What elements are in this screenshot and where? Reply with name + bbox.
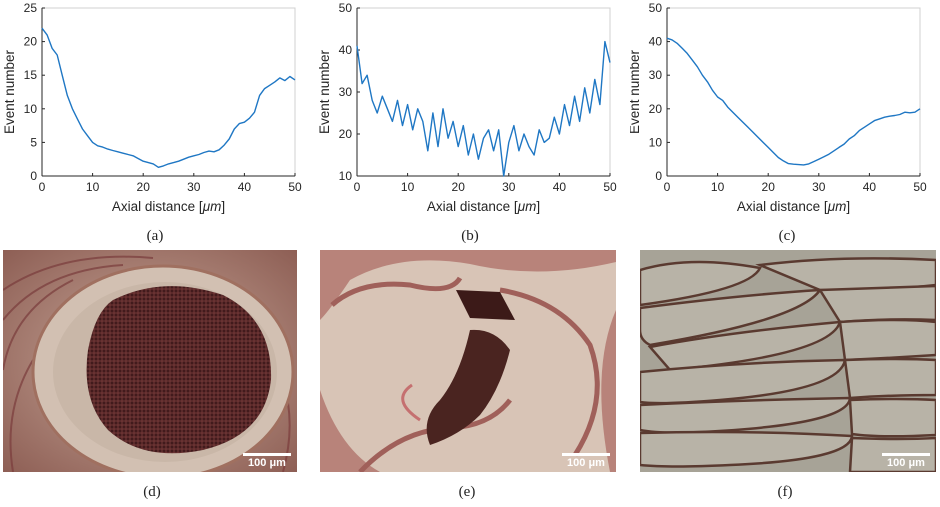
series-line-a <box>41 27 296 169</box>
x-tick-label-a-4: 40 <box>238 180 252 194</box>
y-tick-label-b-3: 40 <box>339 43 353 57</box>
y-tick-label-c-2: 20 <box>649 102 663 116</box>
x-tick-label-c-2: 20 <box>762 180 776 194</box>
x-tick-label-c-4: 40 <box>863 180 877 194</box>
y-tick-label-b-1: 20 <box>339 127 353 141</box>
x-tick-label-a-0: 0 <box>39 180 46 194</box>
y-tick-label-b-2: 30 <box>339 85 353 99</box>
x-tick-label-b-2: 20 <box>452 180 466 194</box>
y-tick-label-c-1: 10 <box>649 135 663 149</box>
caption-c: (c) <box>778 228 796 244</box>
plot-a: 0 10 20 30 40 50 0 5 10 15 20 25 Axial distance [μm]… <box>2 1 302 214</box>
x-tick-label-c-0: 0 <box>664 180 671 194</box>
y-tick-label-b-0: 10 <box>339 169 353 183</box>
x-tick-label-b-5: 50 <box>603 180 617 194</box>
y-tick-label-a-5: 25 <box>24 1 38 15</box>
x-tick-label-b-1: 10 <box>401 180 415 194</box>
y-axis-label-b: Event number <box>317 49 332 134</box>
y-tick-label-a-1: 5 <box>30 135 37 149</box>
series-line-c <box>666 37 921 166</box>
x-tick-label-a-1: 10 <box>86 180 100 194</box>
y-tick-label-c-4: 40 <box>649 35 663 49</box>
scalebar-label-d: 100 μm <box>248 457 286 469</box>
x-axis-label-b: Axial distance [μm] <box>427 199 540 214</box>
y-tick-label-a-2: 10 <box>24 102 38 116</box>
y-tick-label-c-0: 0 <box>655 169 662 183</box>
x-tick-label-b-3: 30 <box>502 180 516 194</box>
micrograph-d: 100 μm <box>3 250 297 472</box>
x-tick-label-c-5: 50 <box>913 180 927 194</box>
series-line-b <box>356 40 611 177</box>
y-tick-label-c-3: 30 <box>649 68 663 82</box>
y-tick-label-a-4: 20 <box>24 35 38 49</box>
plot-area-b <box>356 7 611 177</box>
x-tick-label-b-0: 0 <box>354 180 361 194</box>
plot-c: 0 10 20 30 40 50 0 10 20 30 40 50 Axial distance [μm… <box>630 1 927 214</box>
scalebar-label-e: 100 μm <box>567 457 605 469</box>
x-tick-label-a-3: 30 <box>187 180 201 194</box>
x-tick-label-a-2: 20 <box>137 180 151 194</box>
caption-d: (d) <box>143 484 161 500</box>
x-axis-label-a: Axial distance [μm] <box>112 199 225 214</box>
y-tick-label-c-5: 50 <box>649 1 663 15</box>
x-tick-label-c-1: 10 <box>711 180 725 194</box>
y-tick-label-a-3: 15 <box>24 68 38 82</box>
caption-a: (a) <box>146 228 164 244</box>
y-axis-label-a: Event number <box>2 49 17 134</box>
caption-b: (b) <box>461 228 479 244</box>
y-tick-label-b-4: 50 <box>339 1 353 15</box>
micrograph-f: 100 μm <box>640 250 936 472</box>
x-axis-label-c: Axial distance [μm] <box>737 199 850 214</box>
x-tick-label-c-3: 30 <box>812 180 826 194</box>
x-tick-label-b-4: 40 <box>553 180 567 194</box>
caption-e: (e) <box>458 484 476 500</box>
x-tick-label-a-5: 50 <box>288 180 302 194</box>
micrograph-e: 100 μm <box>320 250 616 472</box>
y-tick-label-a-0: 0 <box>30 169 37 183</box>
scalebar-label-f: 100 μm <box>887 457 925 469</box>
y-axis-label-c: Event number <box>630 49 642 134</box>
plot-area-c <box>666 7 921 177</box>
plot-area-a <box>41 7 296 177</box>
caption-f: (f) <box>777 484 793 500</box>
